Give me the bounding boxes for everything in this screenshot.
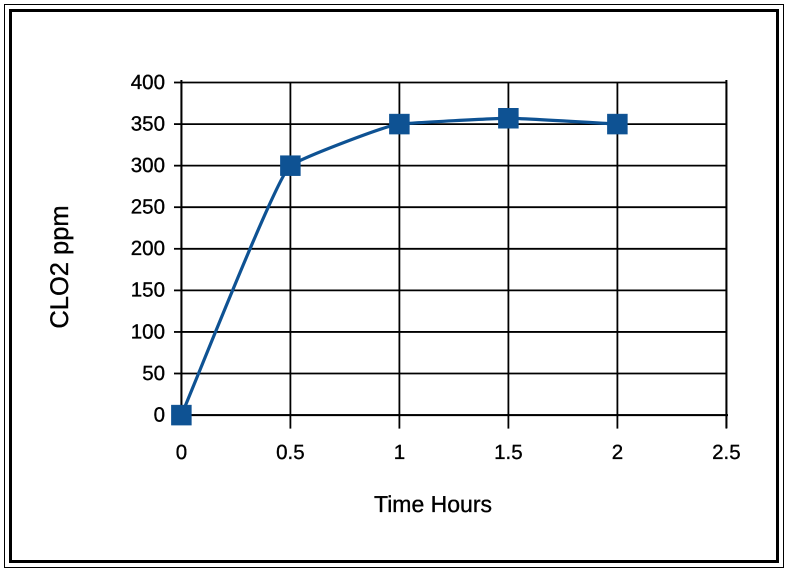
svg-text:0: 0 <box>154 404 165 427</box>
svg-text:100: 100 <box>131 321 165 344</box>
svg-text:0: 0 <box>176 441 187 464</box>
svg-text:1: 1 <box>394 441 405 464</box>
svg-text:400: 400 <box>131 71 165 94</box>
svg-text:150: 150 <box>131 279 165 302</box>
svg-text:200: 200 <box>131 237 165 260</box>
svg-text:CLO2 ppm: CLO2 ppm <box>46 205 74 328</box>
svg-text:2.5: 2.5 <box>712 441 741 464</box>
svg-text:Time Hours: Time Hours <box>374 491 492 517</box>
svg-text:1.5: 1.5 <box>494 441 523 464</box>
svg-text:250: 250 <box>131 196 165 219</box>
svg-text:2: 2 <box>612 441 623 464</box>
svg-text:350: 350 <box>131 113 165 136</box>
svg-text:50: 50 <box>142 362 165 385</box>
svg-text:300: 300 <box>131 154 165 177</box>
svg-text:0.5: 0.5 <box>276 441 305 464</box>
